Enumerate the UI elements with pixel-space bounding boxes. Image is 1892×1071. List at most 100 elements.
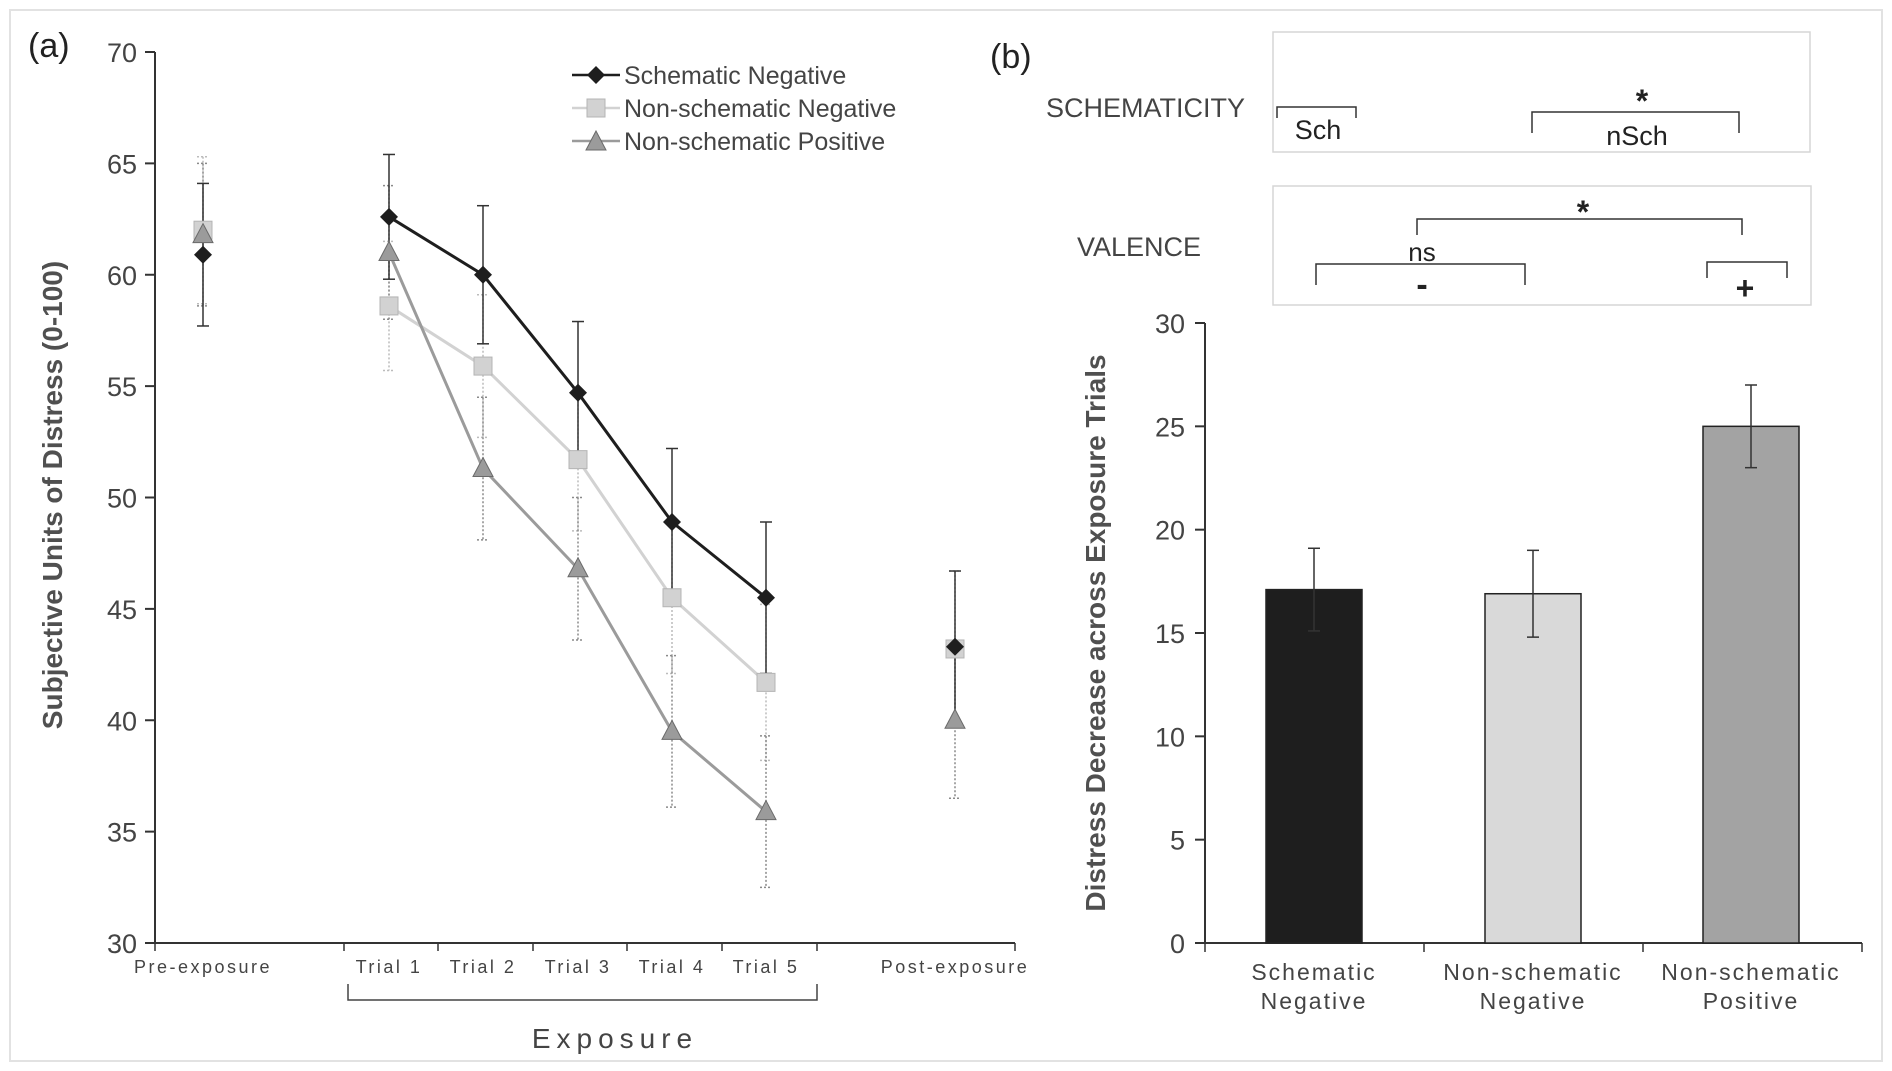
x-tick-label-non-schematic-positive: Positive	[1703, 988, 1800, 1014]
y-tick-label: 35	[107, 818, 137, 848]
y-tick-label: 30	[1155, 309, 1185, 339]
y-tick-label: 10	[1155, 722, 1185, 752]
point-schematic-negative	[194, 245, 212, 264]
positive-label: +	[1736, 270, 1755, 306]
panel-b-bar-chart: (b) SCHEMATICITY Sch nSch * VALENCE * ns…	[990, 31, 1863, 1014]
y-tick-label: 60	[107, 261, 137, 291]
y-tick-label: 30	[107, 929, 137, 959]
negative-bracket	[1315, 263, 1526, 285]
x-tick-label-schematic-negative: Negative	[1261, 988, 1368, 1014]
valence-annotation: VALENCE * ns - +	[1077, 185, 1812, 306]
bar-schematic-negative	[1265, 588, 1363, 944]
x-tick-label-post-exposure: Post-exposure	[881, 957, 1030, 977]
x-tick-label-pre-exposure: Pre-exposure	[134, 957, 272, 977]
y-tick-label: 50	[107, 484, 137, 514]
panel-a-legend: Schematic Negative Non-schematic Negativ…	[572, 62, 896, 156]
x-tick-label-non-schematic-negative: Non-schematic	[1443, 959, 1622, 985]
y-tick-label: 0	[1170, 929, 1185, 959]
legend-label: Non-schematic Negative	[624, 95, 896, 123]
error-bar-non-schematic-positive	[477, 396, 489, 541]
sch-label: Sch	[1295, 115, 1342, 145]
panel-b-y-axis-label: Distress Decrease across Exposure Trials	[1080, 354, 1111, 911]
point-non-schematic-positive	[755, 799, 777, 821]
schematicity-box	[1272, 31, 1811, 153]
error-bar-non-schematic-positive	[1745, 384, 1757, 469]
panel-b-label: (b)	[990, 38, 1032, 76]
x-tick-label-non-schematic-negative: Negative	[1480, 988, 1587, 1014]
valence-sig-bracket	[1416, 218, 1743, 235]
y-tick-label: 15	[1155, 619, 1185, 649]
positive-bracket	[1706, 261, 1788, 278]
point-non-schematic-positive	[567, 556, 589, 578]
valence-sig-marker: *	[1577, 194, 1590, 230]
error-bar-non-schematic-positive	[666, 654, 678, 808]
panel-a-y-ticks: 30 35 40 45 50 55 60 65 70	[107, 38, 155, 959]
panel-a-y-axis-label: Subjective Units of Distress (0-100)	[37, 261, 68, 729]
legend-diamond-marker	[587, 66, 605, 84]
y-tick-label: 65	[107, 149, 137, 179]
point-non-schematic-positive	[472, 456, 494, 478]
point-schematic-negative	[757, 588, 775, 607]
nsch-label: nSch	[1606, 121, 1668, 151]
point-schematic-negative	[474, 265, 492, 284]
y-tick-label: 25	[1155, 412, 1185, 442]
x-tick-label-trial-4: Trial 4	[639, 957, 706, 977]
error-bar-non-schematic-positive	[572, 496, 584, 641]
x-tick-label-trial-2: Trial 2	[450, 957, 517, 977]
panel-a-markers	[192, 207, 966, 821]
valence-label: VALENCE	[1077, 232, 1201, 262]
x-tick-label-schematic-negative: Schematic	[1251, 959, 1376, 985]
bar-non-schematic-positive	[1702, 425, 1800, 944]
x-tick-label-trial-3: Trial 3	[545, 957, 612, 977]
point-non-schematic-negative	[473, 356, 493, 376]
point-non-schematic-negative	[568, 450, 588, 470]
schematicity-label: SCHEMATICITY	[1046, 93, 1245, 123]
x-tick-label-trial-1: Trial 1	[356, 957, 423, 977]
panel-b-bars	[1265, 425, 1800, 944]
error-bar-non-schematic-positive	[760, 735, 772, 889]
point-schematic-negative	[663, 513, 681, 532]
schematicity-annotation: SCHEMATICITY Sch nSch *	[1046, 31, 1811, 153]
panel-a-line-chart: (a) 30 35 40 45 50 55 60 65 70 Subjective Units …	[28, 27, 1030, 1054]
point-schematic-negative	[946, 637, 964, 656]
negative-label: -	[1416, 266, 1427, 304]
y-tick-label: 5	[1170, 826, 1185, 856]
point-non-schematic-positive	[378, 240, 400, 261]
legend-triangle-marker	[585, 129, 607, 151]
error-bar-non-schematic-negative	[1527, 549, 1539, 638]
point-non-schematic-positive	[944, 708, 966, 729]
bar-non-schematic-negative	[1484, 592, 1582, 944]
legend-label: Schematic Negative	[624, 62, 846, 90]
x-tick-label-non-schematic-positive: Non-schematic	[1661, 959, 1840, 985]
panel-a-label: (a)	[28, 27, 70, 65]
legend-item-non-schematic-positive: Non-schematic Positive	[572, 128, 885, 156]
legend-label: Non-schematic Positive	[624, 128, 885, 156]
x-tick-label-trial-5: Trial 5	[733, 957, 800, 977]
y-tick-label: 20	[1155, 516, 1185, 546]
ns-label: ns	[1408, 237, 1435, 267]
legend-item-non-schematic-negative: Non-schematic Negative	[572, 95, 896, 123]
panel-b-y-ticks: 0 5 10 15 20 25 30	[1155, 309, 1863, 959]
legend-item-schematic-negative: Schematic Negative	[572, 62, 846, 90]
legend-square-marker	[586, 98, 606, 118]
point-non-schematic-negative	[379, 296, 399, 316]
panel-b-error-bars	[1308, 384, 1757, 638]
y-tick-label: 40	[107, 706, 137, 736]
valence-box	[1272, 185, 1812, 306]
schematicity-sig-marker: *	[1636, 83, 1649, 119]
exposure-bracket	[347, 984, 818, 1001]
panel-a-x-tick-labels: Pre-exposure Trial 1 Trial 2 Trial 3 Trial 4…	[134, 943, 1030, 977]
point-non-schematic-positive	[192, 222, 214, 244]
point-schematic-negative	[569, 383, 587, 402]
y-tick-label: 70	[107, 38, 137, 68]
y-tick-label: 45	[107, 595, 137, 625]
nsch-bracket	[1531, 111, 1740, 133]
point-non-schematic-negative	[756, 672, 776, 692]
point-schematic-negative	[380, 207, 398, 226]
y-tick-label: 55	[107, 372, 137, 402]
panel-b-x-tick-labels: Schematic Negative Non-schematic Negative No…	[1251, 959, 1840, 1014]
point-non-schematic-negative	[662, 588, 682, 608]
error-bar-schematic-negative	[1308, 547, 1320, 632]
point-non-schematic-positive	[661, 719, 683, 740]
